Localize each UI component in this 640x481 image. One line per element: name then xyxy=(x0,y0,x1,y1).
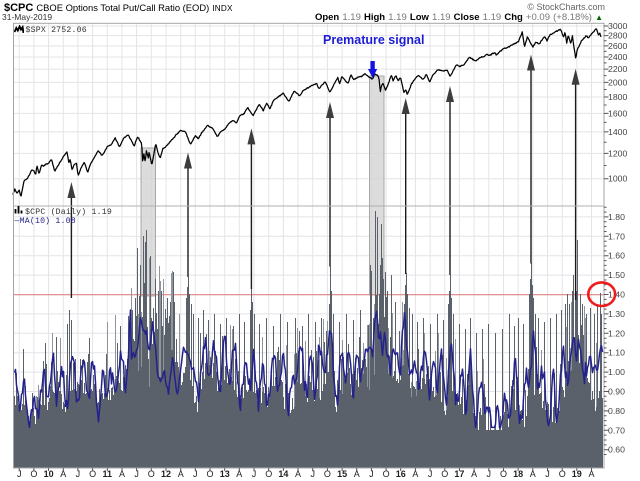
svg-text:1600: 1600 xyxy=(608,108,627,118)
svg-text:J: J xyxy=(545,469,550,479)
svg-text:2600: 2600 xyxy=(608,41,627,51)
svg-text:1.40: 1.40 xyxy=(608,290,625,300)
svg-text:15: 15 xyxy=(337,469,347,479)
svg-text:O: O xyxy=(89,469,96,479)
svg-text:0.80: 0.80 xyxy=(608,406,625,416)
svg-text:J: J xyxy=(252,469,257,479)
svg-text:1.60: 1.60 xyxy=(608,251,625,261)
svg-text:2000: 2000 xyxy=(608,77,627,87)
svg-text:1.20: 1.20 xyxy=(608,328,625,338)
svg-text:17: 17 xyxy=(454,469,464,479)
svg-text:A: A xyxy=(471,469,477,479)
svg-text:0.60: 0.60 xyxy=(608,445,625,455)
svg-text:1000: 1000 xyxy=(608,174,627,184)
svg-text:O: O xyxy=(206,469,213,479)
svg-text:1800: 1800 xyxy=(608,92,627,102)
svg-text:3000: 3000 xyxy=(608,21,627,31)
svg-text:19: 19 xyxy=(572,469,582,479)
svg-text:1.80: 1.80 xyxy=(608,212,625,222)
svg-text:A: A xyxy=(354,469,360,479)
svg-text:J: J xyxy=(369,469,374,479)
svg-text:O: O xyxy=(148,469,155,479)
svg-text:O: O xyxy=(30,469,37,479)
svg-text:J: J xyxy=(76,469,81,479)
svg-text:A: A xyxy=(412,469,418,479)
svg-text:1200: 1200 xyxy=(608,148,627,158)
svg-text:18: 18 xyxy=(513,469,523,479)
svg-text:1.50: 1.50 xyxy=(608,270,625,280)
svg-text:O: O xyxy=(324,469,331,479)
svg-text:1400: 1400 xyxy=(608,127,627,137)
svg-text:10: 10 xyxy=(44,469,54,479)
svg-text:O: O xyxy=(265,469,272,479)
svg-text:A: A xyxy=(60,469,66,479)
svg-text:13: 13 xyxy=(220,469,230,479)
svg-text:14: 14 xyxy=(278,469,288,479)
svg-text:J: J xyxy=(134,469,139,479)
svg-text:O: O xyxy=(559,469,566,479)
svg-text:1.10: 1.10 xyxy=(608,348,625,358)
svg-text:J: J xyxy=(310,469,315,479)
svg-text:J: J xyxy=(193,469,198,479)
svg-text:11: 11 xyxy=(103,469,113,479)
svg-text:2800: 2800 xyxy=(608,31,627,41)
svg-text:0.70: 0.70 xyxy=(608,425,625,435)
svg-text:0.90: 0.90 xyxy=(608,387,625,397)
svg-text:1.00: 1.00 xyxy=(608,367,625,377)
svg-text:1.70: 1.70 xyxy=(608,231,625,241)
svg-text:12: 12 xyxy=(161,469,171,479)
svg-text:1.30: 1.30 xyxy=(608,309,625,319)
svg-text:A: A xyxy=(236,469,242,479)
svg-text:A: A xyxy=(119,469,125,479)
svg-text:A: A xyxy=(588,469,594,479)
svg-text:16: 16 xyxy=(396,469,406,479)
svg-text:2200: 2200 xyxy=(608,64,627,74)
svg-text:O: O xyxy=(383,469,390,479)
svg-text:J: J xyxy=(17,469,22,479)
svg-text:2400: 2400 xyxy=(608,52,627,62)
svg-text:J: J xyxy=(487,469,492,479)
svg-text:A: A xyxy=(530,469,536,479)
svg-text:O: O xyxy=(441,469,448,479)
svg-text:A: A xyxy=(178,469,184,479)
svg-text:A: A xyxy=(295,469,301,479)
svg-text:O: O xyxy=(500,469,507,479)
svg-text:J: J xyxy=(428,469,433,479)
